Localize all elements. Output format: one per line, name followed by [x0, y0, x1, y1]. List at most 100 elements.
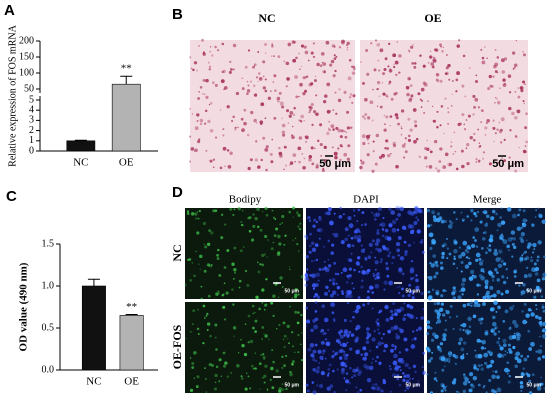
cell [495, 212, 498, 216]
cell [436, 110, 439, 113]
cell [493, 300, 498, 306]
cell [201, 92, 204, 95]
cell [327, 367, 331, 371]
cell [279, 101, 284, 106]
cell [448, 162, 453, 167]
cell [318, 362, 321, 364]
bar [66, 140, 96, 152]
cell [257, 261, 259, 264]
cell [537, 207, 540, 209]
cell [448, 220, 452, 223]
cell [376, 386, 381, 391]
cell [376, 43, 381, 47]
cell [472, 375, 478, 381]
cell [349, 347, 353, 351]
cell [442, 385, 447, 390]
cell [249, 80, 253, 83]
cell [449, 355, 451, 358]
cell [501, 162, 504, 165]
cell [233, 268, 237, 272]
cell [275, 369, 279, 373]
cell [251, 304, 255, 308]
cell [184, 283, 187, 286]
cell [412, 210, 416, 214]
cell [334, 69, 337, 73]
cell [306, 268, 309, 271]
cell [450, 145, 453, 148]
cell [395, 73, 398, 76]
cell [210, 46, 212, 48]
cell [372, 88, 374, 91]
cell [521, 290, 526, 295]
cell [370, 251, 373, 254]
cell [499, 128, 503, 132]
cell [439, 43, 442, 47]
cell [311, 381, 315, 384]
cell [419, 240, 424, 244]
cell [444, 328, 448, 332]
cell [315, 112, 319, 116]
cell [458, 337, 464, 342]
cell [315, 272, 321, 278]
cell [483, 384, 486, 388]
cell [276, 328, 278, 330]
y-axis-label: Relative expression of FOS mRNA [7, 24, 18, 166]
cell [466, 142, 470, 147]
cell [361, 211, 365, 214]
cell [287, 338, 289, 340]
cell [413, 139, 417, 144]
cell [331, 354, 335, 359]
cell [492, 75, 495, 78]
cell [488, 248, 492, 252]
cell [448, 78, 451, 81]
cell [259, 388, 261, 390]
cell [531, 223, 535, 227]
cell [497, 72, 499, 74]
cell [329, 220, 334, 226]
cell [500, 259, 504, 263]
cell [271, 43, 273, 46]
cell [403, 337, 408, 342]
cell [421, 239, 424, 241]
cell [264, 234, 268, 239]
cell [504, 353, 507, 356]
cell [367, 116, 371, 120]
cell [304, 135, 308, 139]
cell [491, 278, 495, 282]
cell [525, 256, 530, 260]
cell [204, 367, 206, 369]
cell [494, 268, 498, 272]
cell [302, 165, 306, 170]
cell [266, 389, 269, 391]
cell [422, 351, 426, 355]
cell [254, 330, 257, 334]
cell [273, 234, 277, 238]
cell [220, 79, 225, 84]
cell [196, 231, 200, 235]
cell [316, 366, 320, 370]
cell [315, 283, 319, 287]
cell [427, 62, 430, 64]
cell [415, 137, 419, 141]
cell [512, 237, 516, 241]
cell [520, 354, 524, 358]
cell [525, 112, 528, 116]
cell [297, 351, 300, 354]
cell [461, 277, 467, 283]
cell [343, 90, 347, 94]
cell [439, 124, 442, 127]
cell [355, 349, 360, 355]
cell [368, 349, 372, 352]
cell [439, 342, 444, 346]
cell [256, 225, 260, 229]
cell [476, 283, 480, 287]
cell [508, 91, 512, 94]
cell [385, 262, 389, 265]
cell [222, 134, 225, 137]
cell [332, 350, 335, 353]
cell [272, 360, 275, 364]
cell [206, 312, 209, 316]
scale-label: 50 μm [406, 288, 421, 294]
cell [264, 303, 268, 307]
cell [308, 244, 312, 248]
